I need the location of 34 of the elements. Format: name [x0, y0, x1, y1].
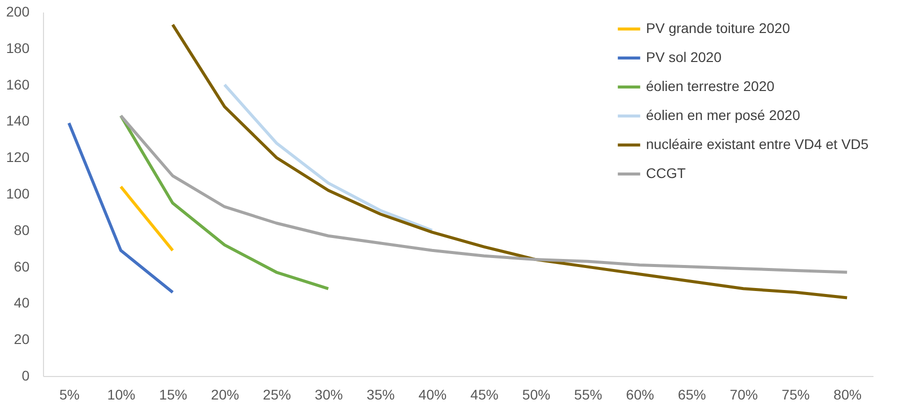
y-tick-label: 100 [6, 186, 30, 202]
x-tick-label: 10% [107, 386, 136, 402]
x-tick-label: 75% [782, 386, 810, 402]
y-tick-label: 20 [14, 331, 30, 348]
y-tick-label: 180 [6, 40, 30, 56]
x-tick-label: 45% [470, 386, 498, 402]
y-tick-label: 80 [14, 222, 30, 238]
x-tick-label: 50% [522, 386, 550, 402]
legend-label: CCGT [646, 165, 686, 181]
legend-label: PV grande toiture 2020 [646, 20, 790, 36]
y-tick-label: 200 [6, 4, 30, 20]
x-tick-label: 35% [366, 386, 395, 402]
x-tick-label: 60% [626, 386, 654, 402]
x-tick-label: 70% [730, 386, 758, 402]
legend-label: nucléaire existant entre VD4 et VD5 [646, 136, 869, 152]
y-tick-label: 140 [6, 112, 30, 129]
x-tick-label: 40% [418, 386, 447, 402]
x-tick-label: 30% [314, 386, 343, 402]
x-tick-label: 15% [159, 386, 188, 402]
line-series [223, 83, 434, 232]
x-tick-label: 55% [574, 386, 602, 402]
x-tick-label: 20% [211, 386, 240, 402]
legend-label: éolien en mer posé 2020 [646, 107, 800, 123]
legend-label: PV sol 2020 [646, 49, 722, 65]
y-tick-label: 0 [22, 368, 30, 384]
y-tick-label: 120 [6, 149, 30, 166]
y-tick-label: 60 [14, 258, 30, 274]
x-tick-label: 5% [59, 386, 80, 402]
x-tick-label: 25% [262, 386, 291, 402]
y-tick-label: 40 [14, 294, 30, 311]
x-tick-label: 65% [678, 386, 706, 402]
legend-label: éolien terrestre 2020 [646, 78, 775, 94]
x-tick-label: 80% [834, 386, 862, 402]
y-tick-label: 160 [6, 76, 30, 92]
